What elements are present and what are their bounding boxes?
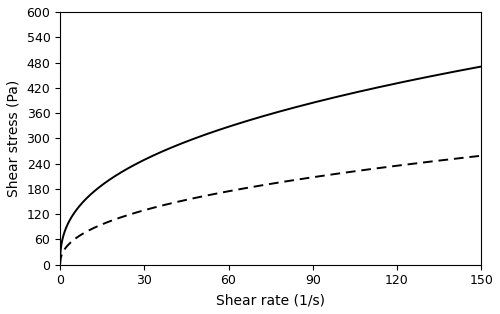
X-axis label: Shear rate (1/s): Shear rate (1/s) [216, 293, 325, 307]
Y-axis label: Shear stress (Pa): Shear stress (Pa) [7, 80, 21, 197]
